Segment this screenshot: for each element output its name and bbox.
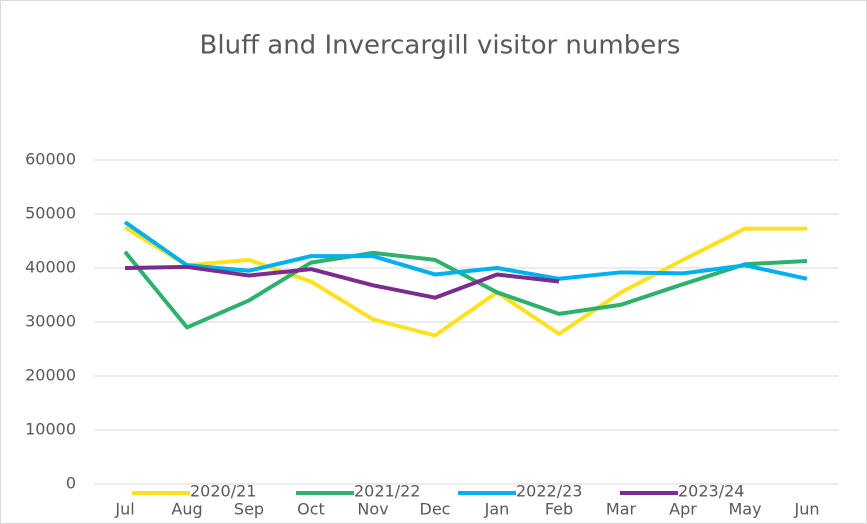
x-tick-label: Apr [669,500,697,519]
series-line [124,264,560,300]
x-tick-label: Jan [484,500,510,519]
legend-label: 2021/22 [354,482,420,501]
x-tick-label: Feb [545,500,573,519]
x-tick-label: Oct [297,500,325,519]
legend-label: 2020/21 [190,482,256,501]
y-tick-label: 30000 [25,312,76,331]
y-tick-label: 40000 [25,258,76,277]
x-tick-label: Mar [606,500,637,519]
legend-label: 2022/23 [516,482,582,501]
y-tick-label: 50000 [25,204,76,223]
y-tick-label: 10000 [25,420,76,439]
chart-title: Bluff and Invercargill visitor numbers [200,31,681,61]
series-line [123,220,808,281]
x-tick-label: Jul [114,500,134,519]
x-tick-label: Sep [234,500,264,519]
series-line [123,250,808,330]
x-tick-label: May [728,500,761,519]
y-tick-label: 60000 [25,150,76,169]
y-tick-label: 0 [66,474,76,493]
x-tick-label: Aug [171,500,202,519]
legend-label: 2023/24 [678,482,744,501]
x-tick-label: Jun [794,500,820,519]
x-tick-label: Nov [357,500,388,519]
x-tick-label: Dec [420,500,451,519]
series-line [123,225,807,338]
y-tick-label: 20000 [25,366,76,385]
